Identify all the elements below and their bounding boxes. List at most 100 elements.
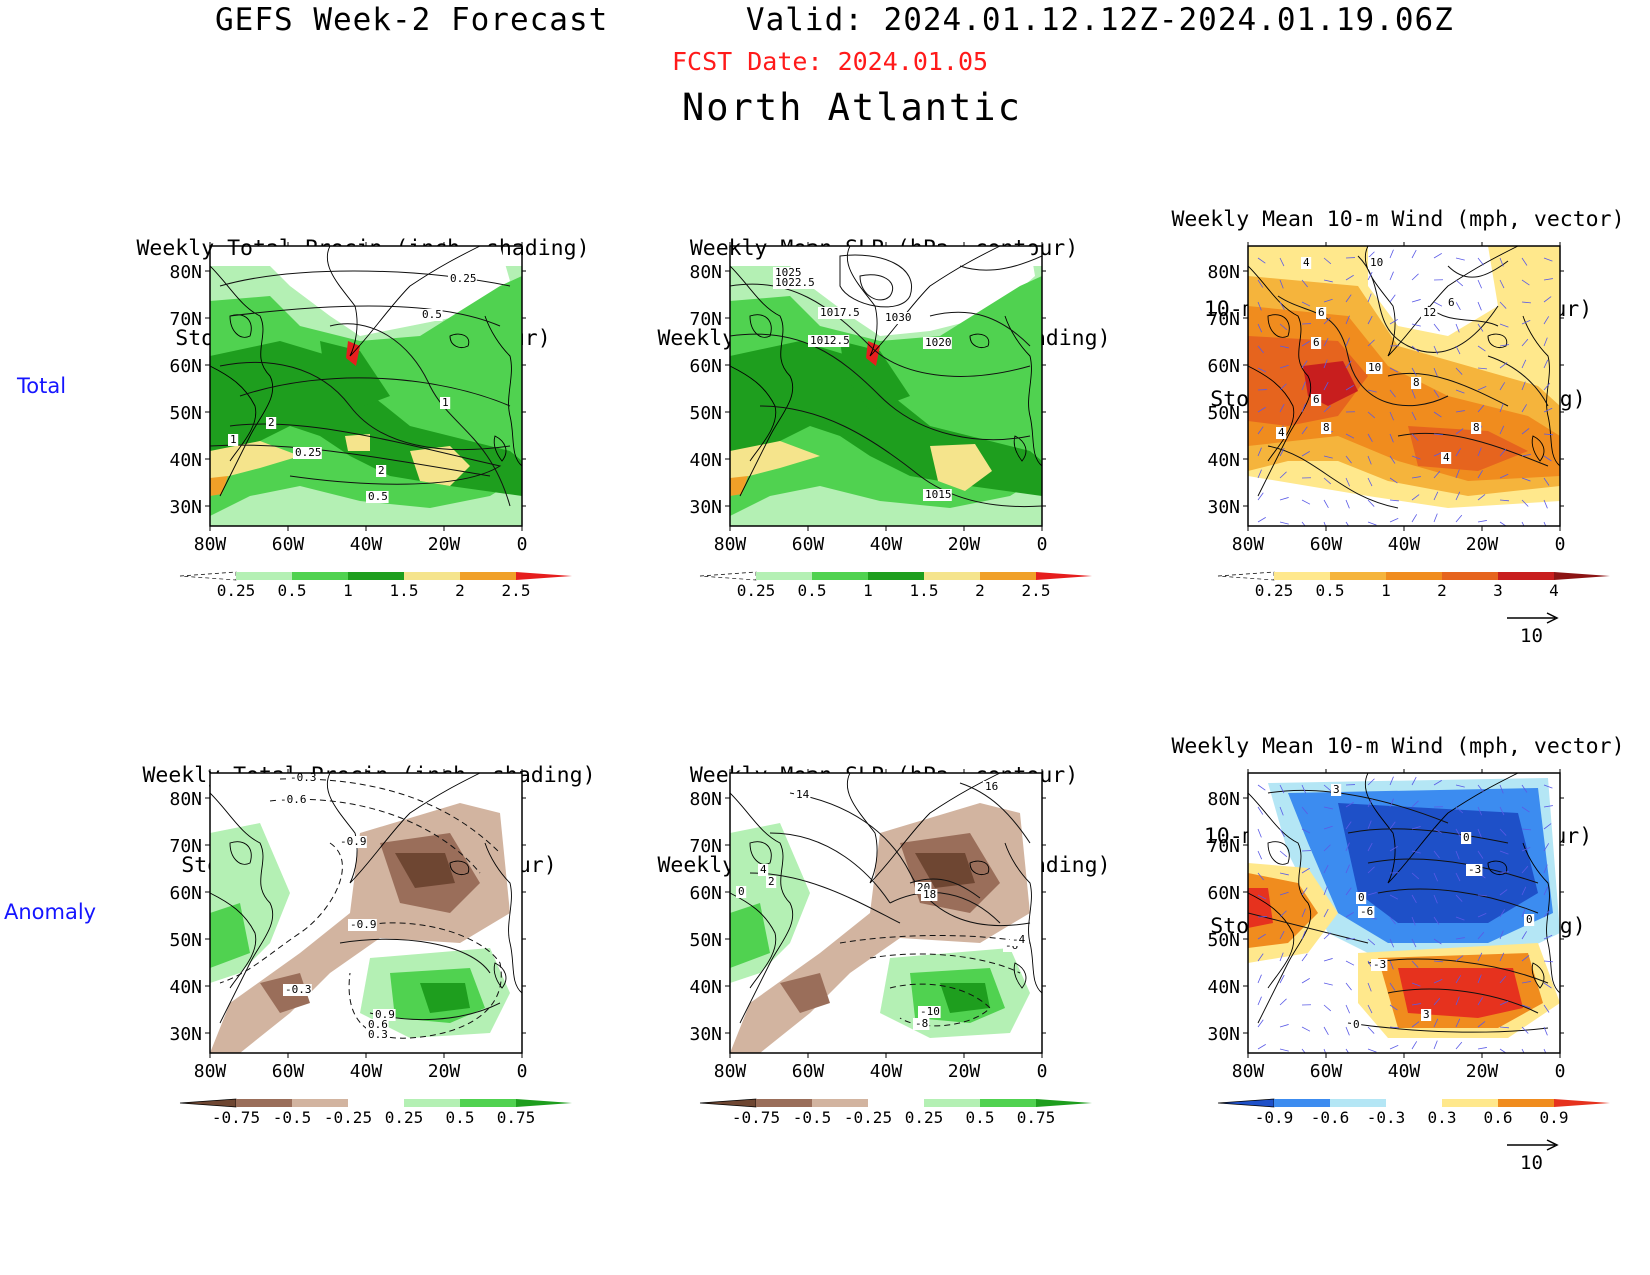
shading-region	[940, 983, 990, 1013]
lon-tick-label: 60W	[272, 1061, 305, 1082]
wind-vector	[1389, 798, 1394, 808]
colorbar-tick-label: 1.5	[390, 581, 419, 600]
wind-vector	[1301, 499, 1311, 505]
coastline	[846, 773, 1001, 884]
wind-vector	[1477, 952, 1483, 962]
wind-vector	[1477, 301, 1482, 311]
colorbar-segment	[1386, 572, 1442, 580]
wind-vector	[1411, 476, 1421, 479]
lon-tick-label: 0	[1037, 534, 1048, 555]
coastline	[1364, 773, 1519, 884]
wind-vector	[1367, 455, 1372, 465]
coastline	[493, 962, 507, 989]
colorbar-segment	[1330, 572, 1386, 580]
wind-vector	[1323, 298, 1333, 303]
lat-tick-label: 50N	[169, 930, 202, 951]
contour-label-bg	[1321, 422, 1332, 434]
coastline	[1004, 842, 1042, 994]
lon-tick-label: 20W	[428, 534, 461, 555]
lon-tick-label: 80W	[714, 534, 747, 555]
contour-line	[239, 377, 511, 407]
region-title: North Atlantic	[682, 86, 1022, 129]
wind-vector	[1411, 249, 1417, 259]
contour-line	[759, 405, 1042, 508]
contour-line	[1267, 789, 1449, 824]
contour-line	[229, 423, 502, 485]
colorbar-tick-label: 2.5	[502, 581, 531, 600]
wind-vector	[1543, 407, 1553, 413]
wind-vector	[1543, 359, 1549, 369]
wind-vector	[1433, 470, 1441, 479]
wind-vector	[1301, 908, 1306, 918]
contour-line	[1387, 988, 1539, 1014]
wind-vector	[1367, 339, 1375, 347]
colorbar-tick-label: 4	[1549, 581, 1559, 600]
colorbar-tick-label: 2	[1437, 581, 1447, 600]
contour-label: 18	[923, 888, 936, 901]
wind-vector	[1455, 784, 1465, 788]
contour-label: 4	[1303, 256, 1310, 269]
map-anom-slp: 14164202018-6-4-10-880N70N60N50N40N30N80…	[689, 769, 1047, 1082]
title-line-1: Weekly Mean 10-m Wind (mph, vector)	[1171, 207, 1625, 232]
wind-vector	[1323, 279, 1333, 283]
contour-label-bg	[766, 876, 777, 888]
colorbar-tick-label: 0.25	[737, 581, 776, 600]
wind-vector	[1323, 455, 1333, 459]
colorbar-segment	[812, 1099, 868, 1107]
wind-vector	[1499, 521, 1507, 526]
wind-vector	[1521, 1026, 1529, 1034]
contour-label: 0.6	[368, 1018, 388, 1031]
wind-vector	[1345, 315, 1350, 325]
colorbar-segment	[1217, 571, 1275, 581]
contour-line	[210, 444, 491, 477]
lat-tick-label: 60N	[169, 356, 202, 377]
wind-vector	[1345, 433, 1355, 439]
wind-vector	[1411, 776, 1417, 786]
wind-vector	[1411, 982, 1421, 987]
wind-vector	[1521, 499, 1529, 507]
wind-vector	[1455, 996, 1460, 1006]
wind-vector	[1543, 499, 1548, 509]
contour-label-bg	[773, 277, 815, 289]
wind-vector	[1367, 315, 1373, 325]
wind-vector	[1521, 784, 1528, 793]
wind-vector	[1367, 521, 1377, 526]
wind-vector	[1411, 960, 1419, 968]
wind-vector	[1521, 454, 1531, 457]
wind-vector	[1411, 389, 1416, 399]
wind-vector	[1345, 294, 1352, 303]
lat-tick-label: 30N	[1207, 1024, 1240, 1045]
wind-vector	[1521, 886, 1527, 896]
wind-vector	[1455, 345, 1461, 355]
wind-vector	[1279, 872, 1289, 876]
wind-vector	[1521, 257, 1528, 266]
wind-vector	[1323, 477, 1332, 485]
wind-vector	[1279, 471, 1287, 479]
wind-vector	[1411, 1003, 1421, 1006]
colorbar-tick-label: -0.5	[273, 1108, 312, 1127]
wind-vector	[1257, 301, 1262, 311]
wind-vector	[1323, 958, 1333, 962]
wind-vector	[1433, 997, 1441, 1006]
wind-vector	[1257, 406, 1266, 413]
wind-vector	[1477, 257, 1484, 266]
coastline	[1267, 841, 1290, 865]
wind-vector	[1543, 455, 1552, 462]
colorbar-tick-label: 1	[863, 581, 873, 600]
contour-line	[1397, 432, 1549, 467]
wind-vector	[1279, 301, 1285, 310]
wind-vector	[1367, 820, 1372, 830]
colorbar-segment	[1442, 572, 1498, 580]
wind-vector	[1499, 362, 1508, 369]
contour-label-bg	[1524, 914, 1535, 926]
lat-tick-label: 50N	[169, 403, 202, 424]
colorbar-segment	[516, 1099, 572, 1107]
colorbar-segment	[812, 572, 868, 580]
colorbar-segment	[868, 572, 924, 580]
contour-line	[889, 892, 1001, 924]
colorbar-segment	[699, 571, 757, 581]
wind-vector	[1345, 821, 1352, 830]
lat-tick-label: 30N	[169, 497, 202, 518]
contour-label-bg	[1276, 427, 1287, 439]
wind-vector	[1477, 931, 1485, 940]
